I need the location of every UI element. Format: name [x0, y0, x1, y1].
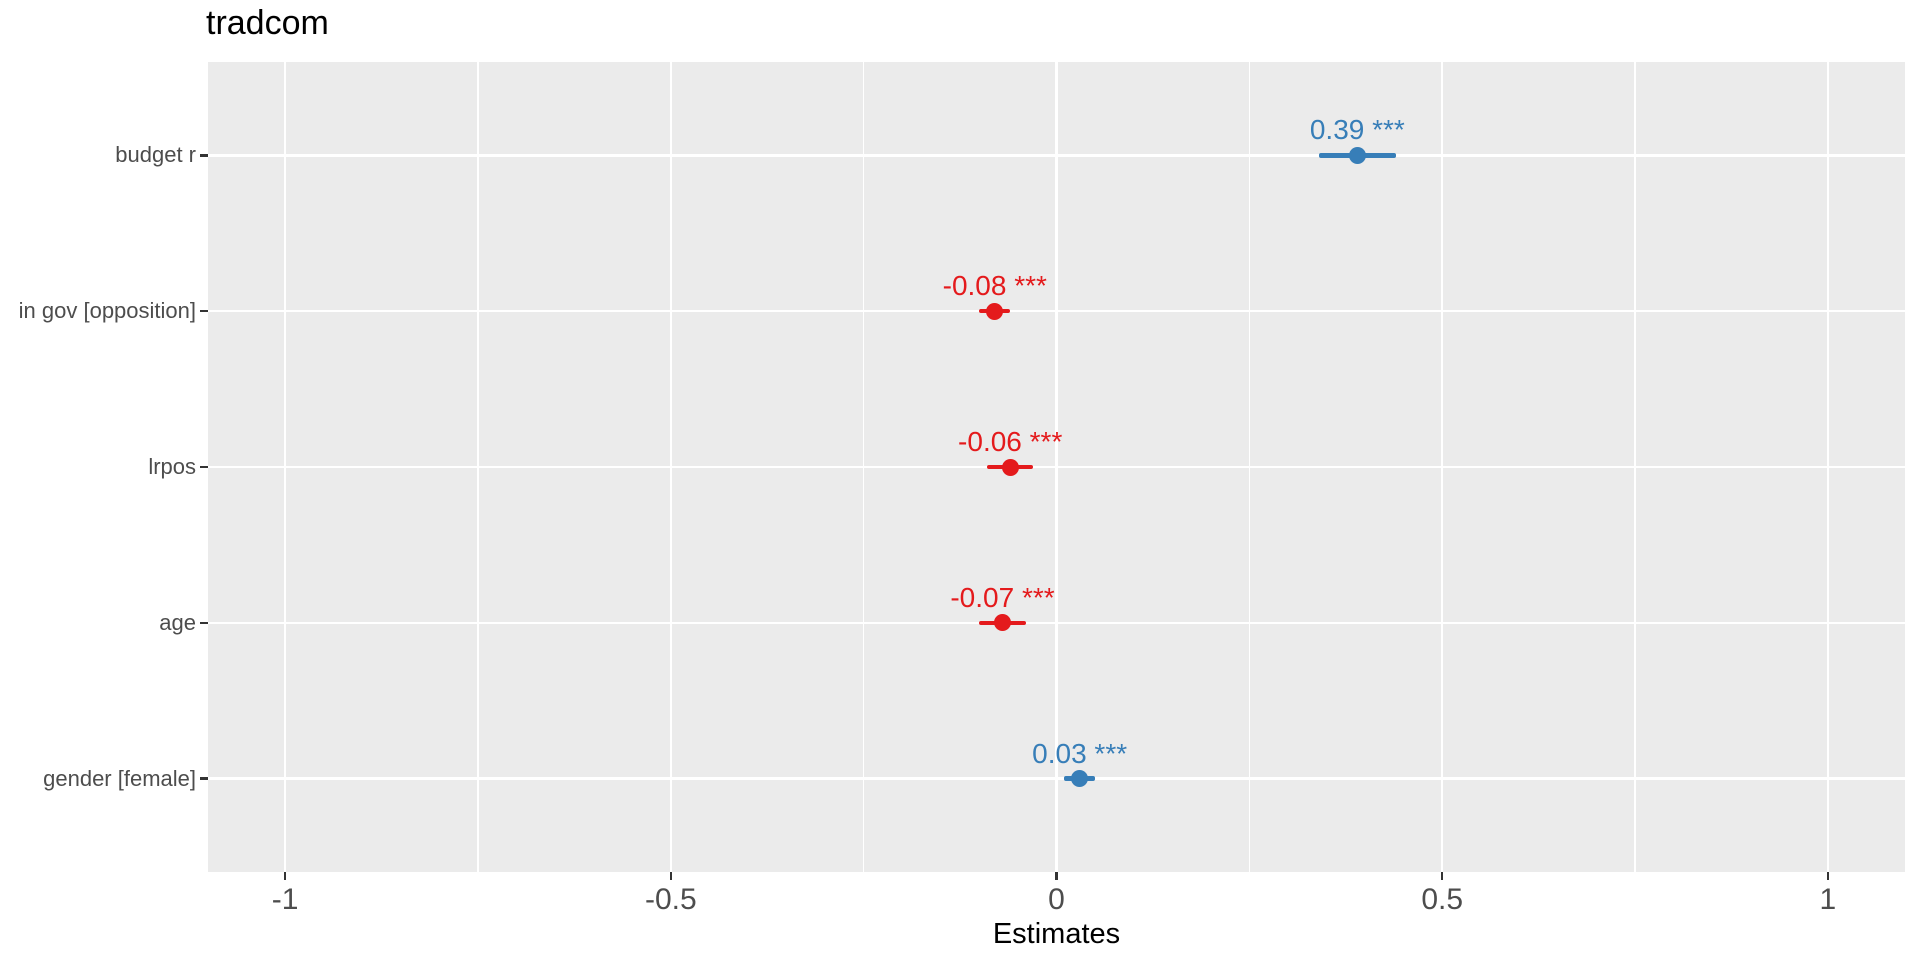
- estimate-value-label: -0.08 ***: [942, 270, 1047, 302]
- y-axis-tick: [200, 154, 208, 157]
- x-axis-tick-label: 0.5: [1421, 883, 1464, 916]
- estimate-point: [1001, 458, 1019, 476]
- estimate-value-label: 0.39 ***: [1309, 114, 1405, 146]
- x-axis-tick-label: 0: [1048, 883, 1065, 916]
- gridline-row: [208, 154, 1905, 157]
- y-axis-tick: [200, 465, 208, 469]
- estimate-point: [1348, 146, 1366, 164]
- x-axis-tick: [669, 872, 673, 880]
- x-axis-tick: [283, 872, 287, 880]
- y-axis-label: in gov [opposition]: [18, 298, 196, 324]
- y-axis-tick: [200, 621, 208, 625]
- estimate-point: [986, 302, 1004, 320]
- estimate-point: [994, 614, 1011, 632]
- x-axis-title: Estimates: [992, 918, 1121, 950]
- estimate-value-label: -0.06 ***: [958, 426, 1063, 457]
- x-axis-tick: [1055, 872, 1058, 880]
- x-axis-tick: [1440, 872, 1444, 880]
- plot-title: tradcom: [206, 4, 329, 42]
- y-axis-label: age: [159, 609, 196, 635]
- y-axis-label: gender [female]: [43, 765, 196, 791]
- plot-panel: 0.39 *** -0.08 *** -0.06 *** -0.07 *** 0.03 …: [208, 62, 1905, 872]
- estimate-point: [1071, 770, 1089, 788]
- x-axis-tick: [1826, 872, 1830, 880]
- x-axis-tick-label: 1: [1819, 883, 1837, 916]
- gridline-row: [208, 309, 1905, 313]
- x-axis-tick-label: -0.5: [644, 883, 697, 916]
- estimate-value-label: -0.07 ***: [950, 581, 1055, 613]
- estimate-value-label: 0.03 ***: [1032, 737, 1128, 769]
- y-axis-label: lrpos: [148, 454, 196, 479]
- gridline-row: [208, 465, 1905, 469]
- x-axis-tick-label: -1: [271, 883, 299, 916]
- y-axis-tick: [200, 777, 208, 780]
- gridline-row: [208, 777, 1905, 780]
- y-axis-label: budget r: [115, 142, 196, 168]
- y-axis-tick: [200, 309, 208, 313]
- gridline-row: [208, 621, 1905, 625]
